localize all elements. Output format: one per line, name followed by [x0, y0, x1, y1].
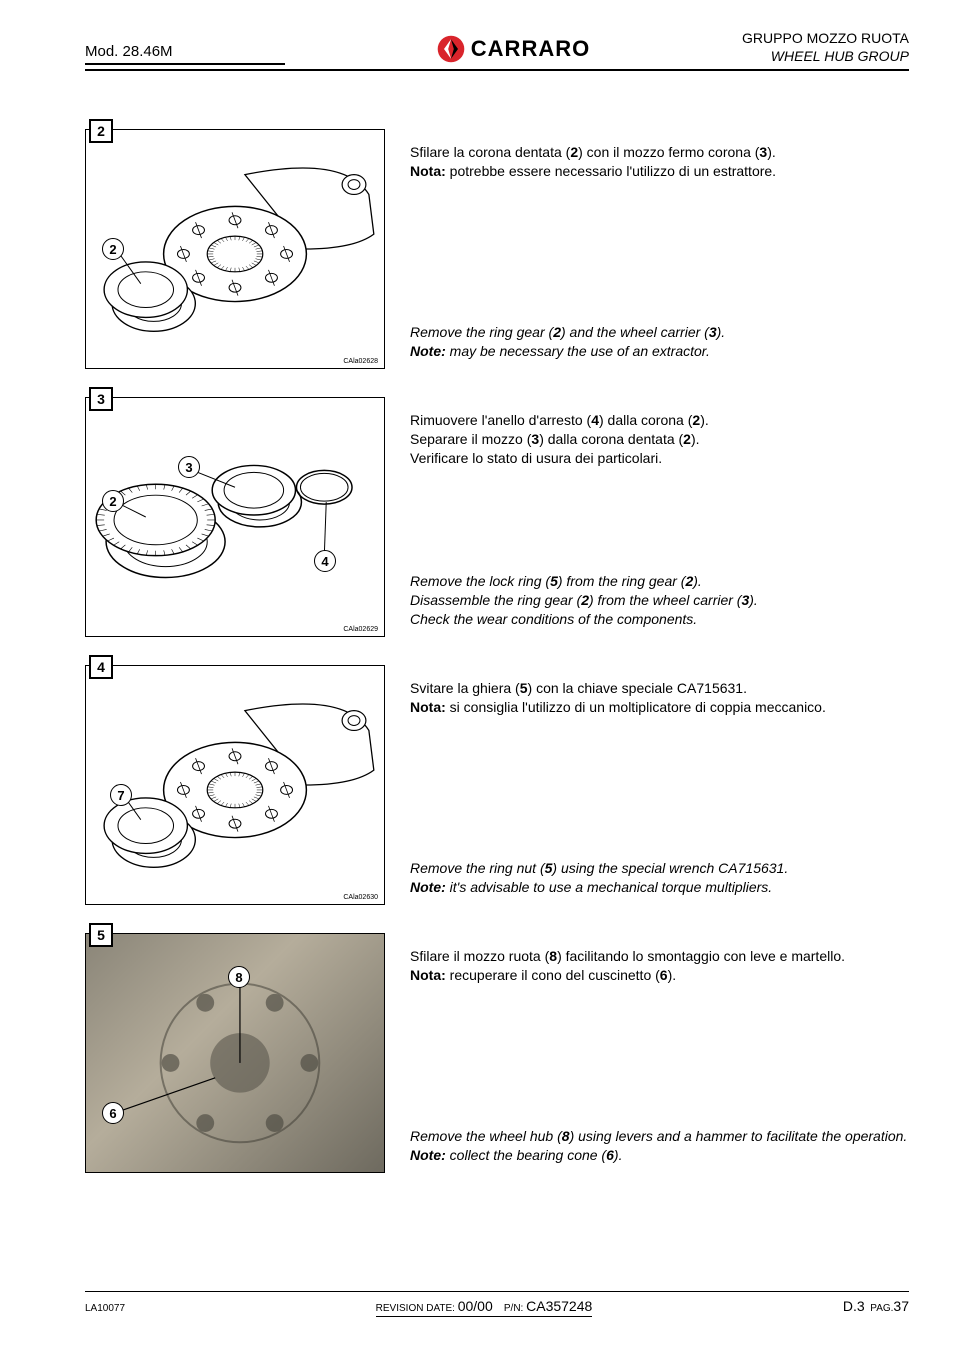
figure-code: CAla02628 — [343, 358, 378, 365]
callout-label: 2 — [102, 238, 124, 260]
instruction-text: Svitare la ghiera (5) con la chiave spec… — [410, 657, 909, 905]
figure-container: 3 3 — [85, 389, 385, 637]
instruction-english: Note: collect the bearing cone (6). — [410, 1146, 909, 1165]
instruction-italian: Nota: si consiglia l'utilizzo di un molt… — [410, 698, 909, 717]
callout-label: 6 — [102, 1102, 124, 1124]
page-header: Mod. 28.46M CARRARO GRUPPO MOZZO RUOTA W… — [85, 30, 909, 71]
instruction-english: Check the wear conditions of the compone… — [410, 610, 909, 629]
callout-label: 3 — [178, 456, 200, 478]
figure-code: CAla02630 — [343, 894, 378, 901]
callout-label: 8 — [228, 966, 250, 988]
instruction-english: Remove the ring nut (5) using the specia… — [410, 859, 909, 878]
logo-area: CARRARO — [285, 35, 742, 65]
instruction-step: 4 7 CAla02630 — [85, 657, 909, 905]
callout-label: 7 — [110, 784, 132, 806]
model-label: Mod. 28.46M — [85, 43, 285, 65]
footer-center: REVISION DATE: 00/00 P/N: CA357248 — [376, 1298, 593, 1317]
step-number: 2 — [89, 119, 113, 143]
figure-container: 5 86 — [85, 925, 385, 1173]
technical-figure: 3 2 4 CAla02629 — [85, 397, 385, 637]
instruction-italian: Separare il mozzo (3) dalla corona denta… — [410, 430, 909, 449]
footer-page: D.3 PAG.37 — [843, 1298, 909, 1314]
instruction-italian: Nota: potrebbe essere necessario l'utili… — [410, 162, 909, 181]
callout-label: 4 — [314, 550, 336, 572]
step-number: 4 — [89, 655, 113, 679]
instruction-text: Rimuovere l'anello d'arresto (4) dalla c… — [410, 389, 909, 637]
instruction-english: Remove the lock ring (5) from the ring g… — [410, 572, 909, 591]
technical-figure: 86 — [85, 933, 385, 1173]
instruction-english: Note: may be necessary the use of an ext… — [410, 342, 909, 361]
instruction-step: 3 3 — [85, 389, 909, 637]
logo-text: CARRARO — [471, 36, 590, 62]
page-footer: LA10077 REVISION DATE: 00/00 P/N: CA3572… — [85, 1291, 909, 1317]
title-italian: GRUPPO MOZZO RUOTA — [742, 30, 909, 48]
figure-code: CAla02629 — [343, 626, 378, 633]
step-number: 3 — [89, 387, 113, 411]
footer-doc-id: LA10077 — [85, 1303, 125, 1314]
instruction-step: 5 86 Sfilare il mozzo ruota (8) facilita… — [85, 925, 909, 1173]
figure-container: 4 7 CAla02630 — [85, 657, 385, 905]
instruction-english: Disassemble the ring gear (2) from the w… — [410, 591, 909, 610]
instruction-italian: Rimuovere l'anello d'arresto (4) dalla c… — [410, 411, 909, 430]
carraro-logo-icon — [437, 35, 465, 63]
instruction-italian: Verificare lo stato di usura dei partico… — [410, 449, 909, 468]
instruction-italian: Svitare la ghiera (5) con la chiave spec… — [410, 679, 909, 698]
title-english: WHEEL HUB GROUP — [742, 48, 909, 66]
instruction-italian: Sfilare la corona dentata (2) con il moz… — [410, 143, 909, 162]
callout-label: 2 — [102, 490, 124, 512]
instruction-text: Sfilare la corona dentata (2) con il moz… — [410, 121, 909, 369]
technical-figure: 2 CAla02628 — [85, 129, 385, 369]
instruction-italian: Sfilare il mozzo ruota (8) facilitando l… — [410, 947, 909, 966]
step-number: 5 — [89, 923, 113, 947]
section-title: GRUPPO MOZZO RUOTA WHEEL HUB GROUP — [742, 30, 909, 65]
instruction-step: 2 2 CAla02628 — [85, 121, 909, 369]
figure-container: 2 2 CAla02628 — [85, 121, 385, 369]
instruction-english: Remove the ring gear (2) and the wheel c… — [410, 323, 909, 342]
technical-figure: 7 CAla02630 — [85, 665, 385, 905]
instruction-english: Remove the wheel hub (8) using levers an… — [410, 1127, 909, 1146]
instruction-english: Note: it's advisable to use a mechanical… — [410, 878, 909, 897]
instruction-italian: Nota: recuperare il cono del cuscinetto … — [410, 966, 909, 985]
instruction-text: Sfilare il mozzo ruota (8) facilitando l… — [410, 925, 909, 1173]
